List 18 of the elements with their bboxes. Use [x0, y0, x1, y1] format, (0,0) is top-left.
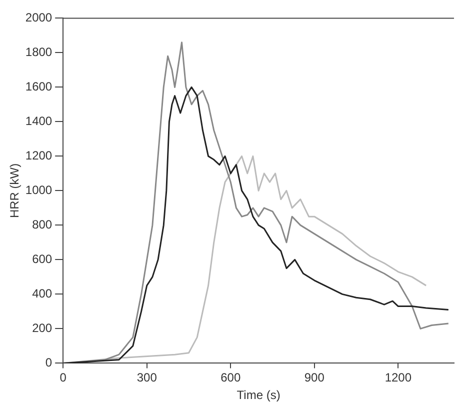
y-tick-label: 2000	[25, 10, 52, 25]
y-tick-label: 1400	[25, 114, 52, 128]
x-axis-title: Time (s)	[236, 388, 280, 402]
y-tick-label: 1600	[25, 80, 52, 94]
y-tick-label: 1200	[25, 148, 52, 163]
x-tick-label: 1200	[384, 370, 412, 385]
x-tick-label: 0	[60, 370, 67, 385]
x-tick-label: 300	[136, 370, 158, 385]
y-axis-title: HRR (kW)	[8, 163, 22, 218]
y-tick-label: 1800	[25, 45, 52, 60]
x-tick-label: 900	[304, 370, 325, 385]
y-tick-label: 0	[45, 356, 52, 370]
y-tick-label: 200	[32, 321, 52, 336]
y-tick-label: 600	[32, 252, 52, 266]
y-tick-label: 1000	[25, 183, 52, 198]
x-tick-label: 600	[220, 370, 241, 385]
y-tick-label: 800	[32, 218, 52, 232]
y-tick-label: 400	[32, 286, 52, 301]
